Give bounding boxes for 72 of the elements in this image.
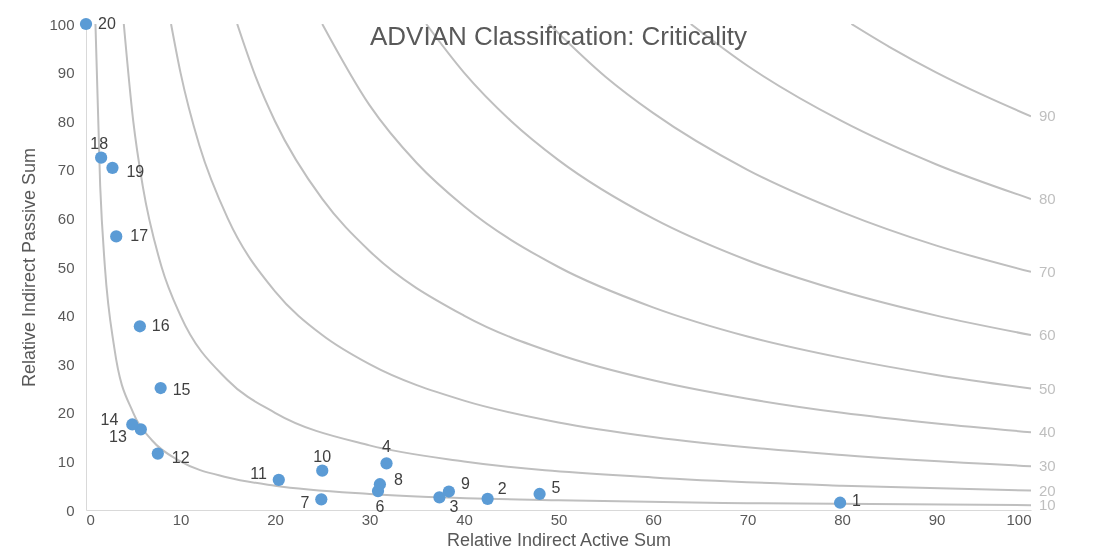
y-tick-label: 10	[57, 452, 75, 470]
annotation: 1	[852, 491, 862, 509]
point	[315, 493, 328, 506]
line-series	[321, 24, 1031, 390]
annotation: 4	[382, 438, 392, 456]
series-label: 40	[1039, 423, 1056, 441]
series-label: 50	[1039, 379, 1056, 397]
point	[380, 457, 393, 470]
chart-title: ADVIAN Classification: Criticality	[369, 21, 748, 51]
x-tick-label: 60	[645, 510, 662, 528]
point	[433, 491, 446, 504]
annotation: 20	[98, 15, 116, 32]
y-tick-label: 40	[57, 307, 75, 325]
annotation: 18	[90, 134, 109, 152]
annotation: 12	[171, 448, 190, 466]
point	[126, 418, 139, 431]
line-series	[850, 24, 1031, 118]
y-tick-label: 70	[57, 161, 75, 179]
point	[154, 381, 167, 395]
x-tick-label: 20	[267, 510, 284, 528]
y-tick-label: 30	[57, 355, 75, 373]
annotation: 5	[551, 478, 561, 496]
point	[106, 161, 119, 174]
point	[133, 320, 146, 333]
annotation: 9	[460, 474, 470, 492]
annotation: 17	[130, 227, 149, 245]
annotation: 3	[449, 498, 459, 516]
x-axis-title: Relative Indirect Active Sum	[446, 529, 672, 550]
annotation: 14	[100, 411, 119, 429]
annotation: 10	[313, 447, 332, 465]
x-tick-label: 0	[86, 510, 95, 528]
annotation: 11	[250, 464, 267, 482]
annotation: 16	[151, 317, 170, 335]
point	[316, 464, 329, 477]
x-tick-label: 100	[1006, 510, 1032, 528]
y-tick-label: 100	[49, 15, 75, 33]
y-tick-label: 20	[57, 404, 75, 422]
x-tick-label: 40	[456, 510, 473, 528]
point	[481, 492, 494, 505]
point	[79, 17, 93, 31]
series-label: 80	[1039, 189, 1056, 207]
series-label: 10	[1039, 496, 1056, 514]
x-tick-label: 90	[928, 510, 946, 528]
annotation: 19	[126, 162, 145, 180]
y-tick-label: 90	[57, 64, 75, 82]
annotation: 7	[300, 494, 310, 512]
annotation: 15	[172, 381, 191, 399]
annotation: 13	[109, 428, 127, 446]
x-tick-label: 50	[550, 510, 568, 528]
y-tick-label: 80	[57, 112, 75, 130]
y-tick-label: 50	[57, 258, 75, 276]
point	[110, 230, 123, 243]
point	[151, 447, 164, 460]
annotation: 2	[497, 479, 507, 497]
point	[373, 478, 387, 491]
series-label: 30	[1039, 457, 1056, 475]
series-label: 90	[1039, 107, 1056, 125]
x-tick-label: 10	[172, 510, 190, 528]
series-label: 20	[1039, 481, 1056, 499]
series-label: 60	[1039, 326, 1056, 344]
y-axis-title: Relative Indirect Passive Sum	[19, 147, 40, 388]
x-tick-label: 70	[739, 510, 757, 528]
series-label: 70	[1039, 262, 1056, 280]
x-tick-label: 80	[834, 510, 851, 528]
annotation: 6	[375, 498, 385, 516]
y-tick-label: 60	[57, 209, 75, 227]
annotation: 8	[393, 471, 403, 489]
point	[833, 496, 847, 509]
point	[442, 485, 455, 498]
point	[95, 151, 108, 164]
point	[533, 487, 546, 501]
point	[272, 473, 285, 486]
